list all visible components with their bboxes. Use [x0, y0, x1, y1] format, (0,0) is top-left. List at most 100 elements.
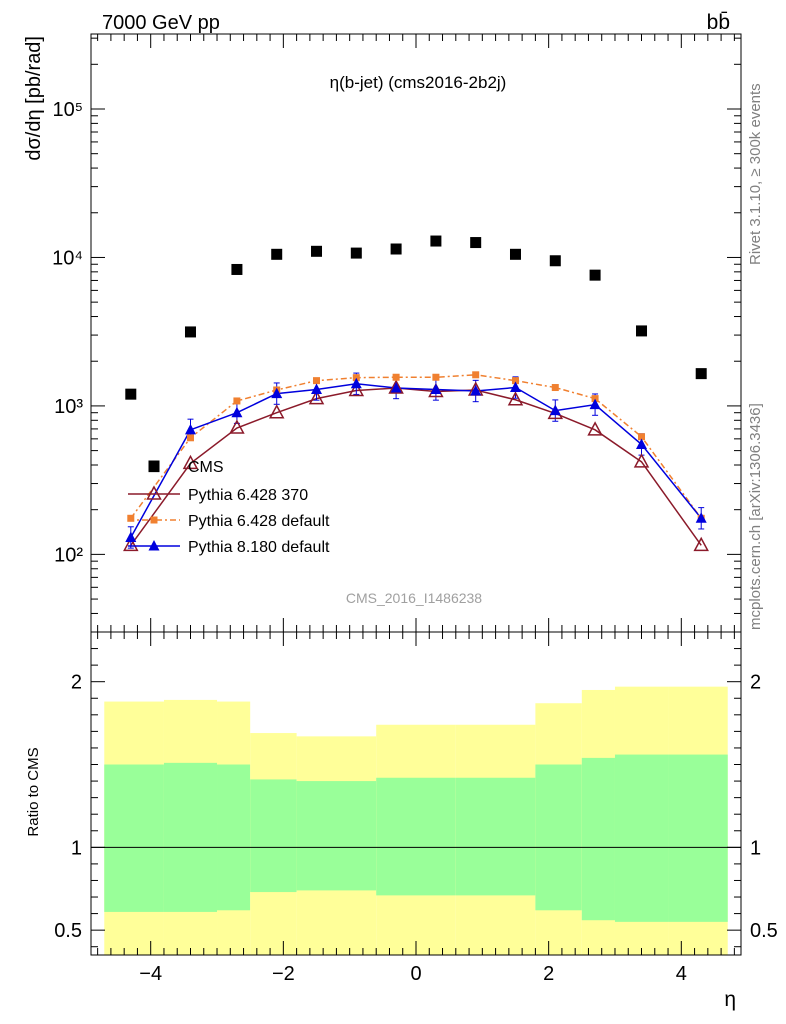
main-ticks [91, 34, 741, 633]
main-panel: 10² 10³ 10⁴ 10⁵ η(b-jet) (cms2016-2b2j) CMS… [23, 33, 742, 633]
green-band [163, 762, 218, 912]
data-point [511, 377, 519, 385]
rivet-label: Rivet 3.1.10, ≥ 300k events [747, 83, 764, 265]
legend-label: Pythia 8.180 default [188, 539, 330, 556]
green-band [296, 781, 377, 891]
x-tick-labels: −4 −2 0 2 4 [139, 963, 687, 985]
main-series [123, 235, 709, 552]
data-point [636, 438, 648, 449]
main-ytick-labels: 10² 10³ 10⁴ 10⁵ [52, 99, 83, 566]
process-label: bb̄ [707, 11, 730, 34]
green-band [217, 764, 251, 911]
data-point [150, 516, 158, 524]
legend-label: Pythia 6.428 default [188, 513, 330, 530]
data-point [184, 326, 196, 338]
mcplots-label: mcplots.cern.ch [arXiv:1306.3436] [747, 403, 764, 630]
data-point [352, 374, 360, 382]
legend-label: CMS [188, 459, 224, 476]
data-point [695, 368, 707, 380]
y-tick-label: 10⁴ [52, 247, 83, 269]
series-line [130, 387, 702, 546]
energy-label: 7000 GeV pp [102, 12, 220, 34]
data-point [587, 421, 603, 436]
main-title: η(b-jet) (cms2016-2b2j) [330, 73, 507, 92]
data-point [695, 512, 707, 523]
ratio-ticks [91, 632, 741, 955]
data-point [125, 388, 137, 400]
data-point [229, 419, 245, 434]
data-point [350, 247, 362, 259]
data-point [313, 377, 321, 385]
ratio-ylabel: Ratio to CMS [25, 747, 42, 836]
ratio-panel: 0.5 0.5 1 1 2 2 −4 −2 0 2 4 Ratio to CMS η [25, 631, 778, 1011]
data-point [638, 433, 646, 441]
data-point [430, 235, 442, 247]
data-point [591, 395, 599, 403]
data-point [186, 434, 194, 442]
data-point [430, 383, 442, 394]
data-point [308, 390, 325, 405]
data-point [184, 423, 196, 435]
ratio-y-tick-label: 1 [71, 837, 82, 859]
data-point [390, 243, 402, 255]
data-point [127, 514, 135, 522]
data-point [123, 536, 139, 552]
data-point [470, 237, 482, 249]
green-band [581, 757, 615, 921]
data-point [348, 381, 365, 397]
data-point [388, 379, 404, 394]
data-point [146, 485, 162, 500]
data-point [470, 385, 482, 396]
legend: CMS Pythia 6.428 370 Pythia 6.428 default P… [128, 459, 330, 556]
data-point [589, 398, 601, 410]
data-point [125, 531, 137, 542]
green-band [376, 777, 456, 896]
series-line [130, 383, 702, 538]
data-point [148, 460, 160, 472]
green-band [535, 764, 582, 911]
data-point [509, 381, 521, 393]
data-point [231, 263, 243, 275]
data-point [231, 406, 243, 418]
y-tick-label: 10³ [54, 396, 83, 418]
ratio-y-tick-label: 2 [750, 672, 761, 694]
data-point [551, 384, 559, 392]
ratio-y-tick-label: 0.5 [750, 920, 778, 942]
ratio-ytick-labels: 0.5 0.5 1 1 2 2 [54, 672, 778, 942]
data-point [392, 373, 400, 381]
x-tick-label: 4 [676, 963, 687, 985]
data-point [507, 391, 524, 406]
series-line [130, 374, 702, 519]
main-ylabel: dσ/dη [pb/rad] [23, 36, 45, 161]
data-point [549, 404, 561, 416]
green-band [614, 754, 669, 922]
x-tick-label: −2 [272, 963, 295, 985]
x-tick-label: 2 [543, 963, 554, 985]
data-point [233, 397, 241, 405]
ratio-y-tick-label: 0.5 [54, 920, 82, 942]
green-band [250, 779, 297, 893]
data-point [268, 404, 285, 419]
data-point [472, 371, 480, 379]
data-point [693, 536, 709, 552]
y-tick-label: 10⁵ [52, 99, 83, 121]
data-point [432, 373, 440, 381]
data-point [350, 377, 362, 389]
ratio-y-tick-label: 1 [750, 837, 761, 859]
data-point [589, 269, 601, 281]
x-tick-label: 0 [410, 963, 421, 985]
data-point [182, 454, 199, 470]
data-point [390, 382, 402, 393]
data-point [311, 383, 323, 394]
y-tick-label: 10² [54, 544, 83, 566]
green-band [104, 764, 164, 912]
x-axis-label: η [724, 988, 736, 1011]
legend-label: Pythia 6.428 370 [188, 487, 308, 504]
data-point [311, 245, 323, 257]
ratio-bands [104, 686, 728, 955]
data-point [633, 453, 650, 468]
ratio-y-tick-label: 2 [71, 672, 82, 694]
data-point [636, 325, 648, 337]
green-band [455, 777, 536, 896]
